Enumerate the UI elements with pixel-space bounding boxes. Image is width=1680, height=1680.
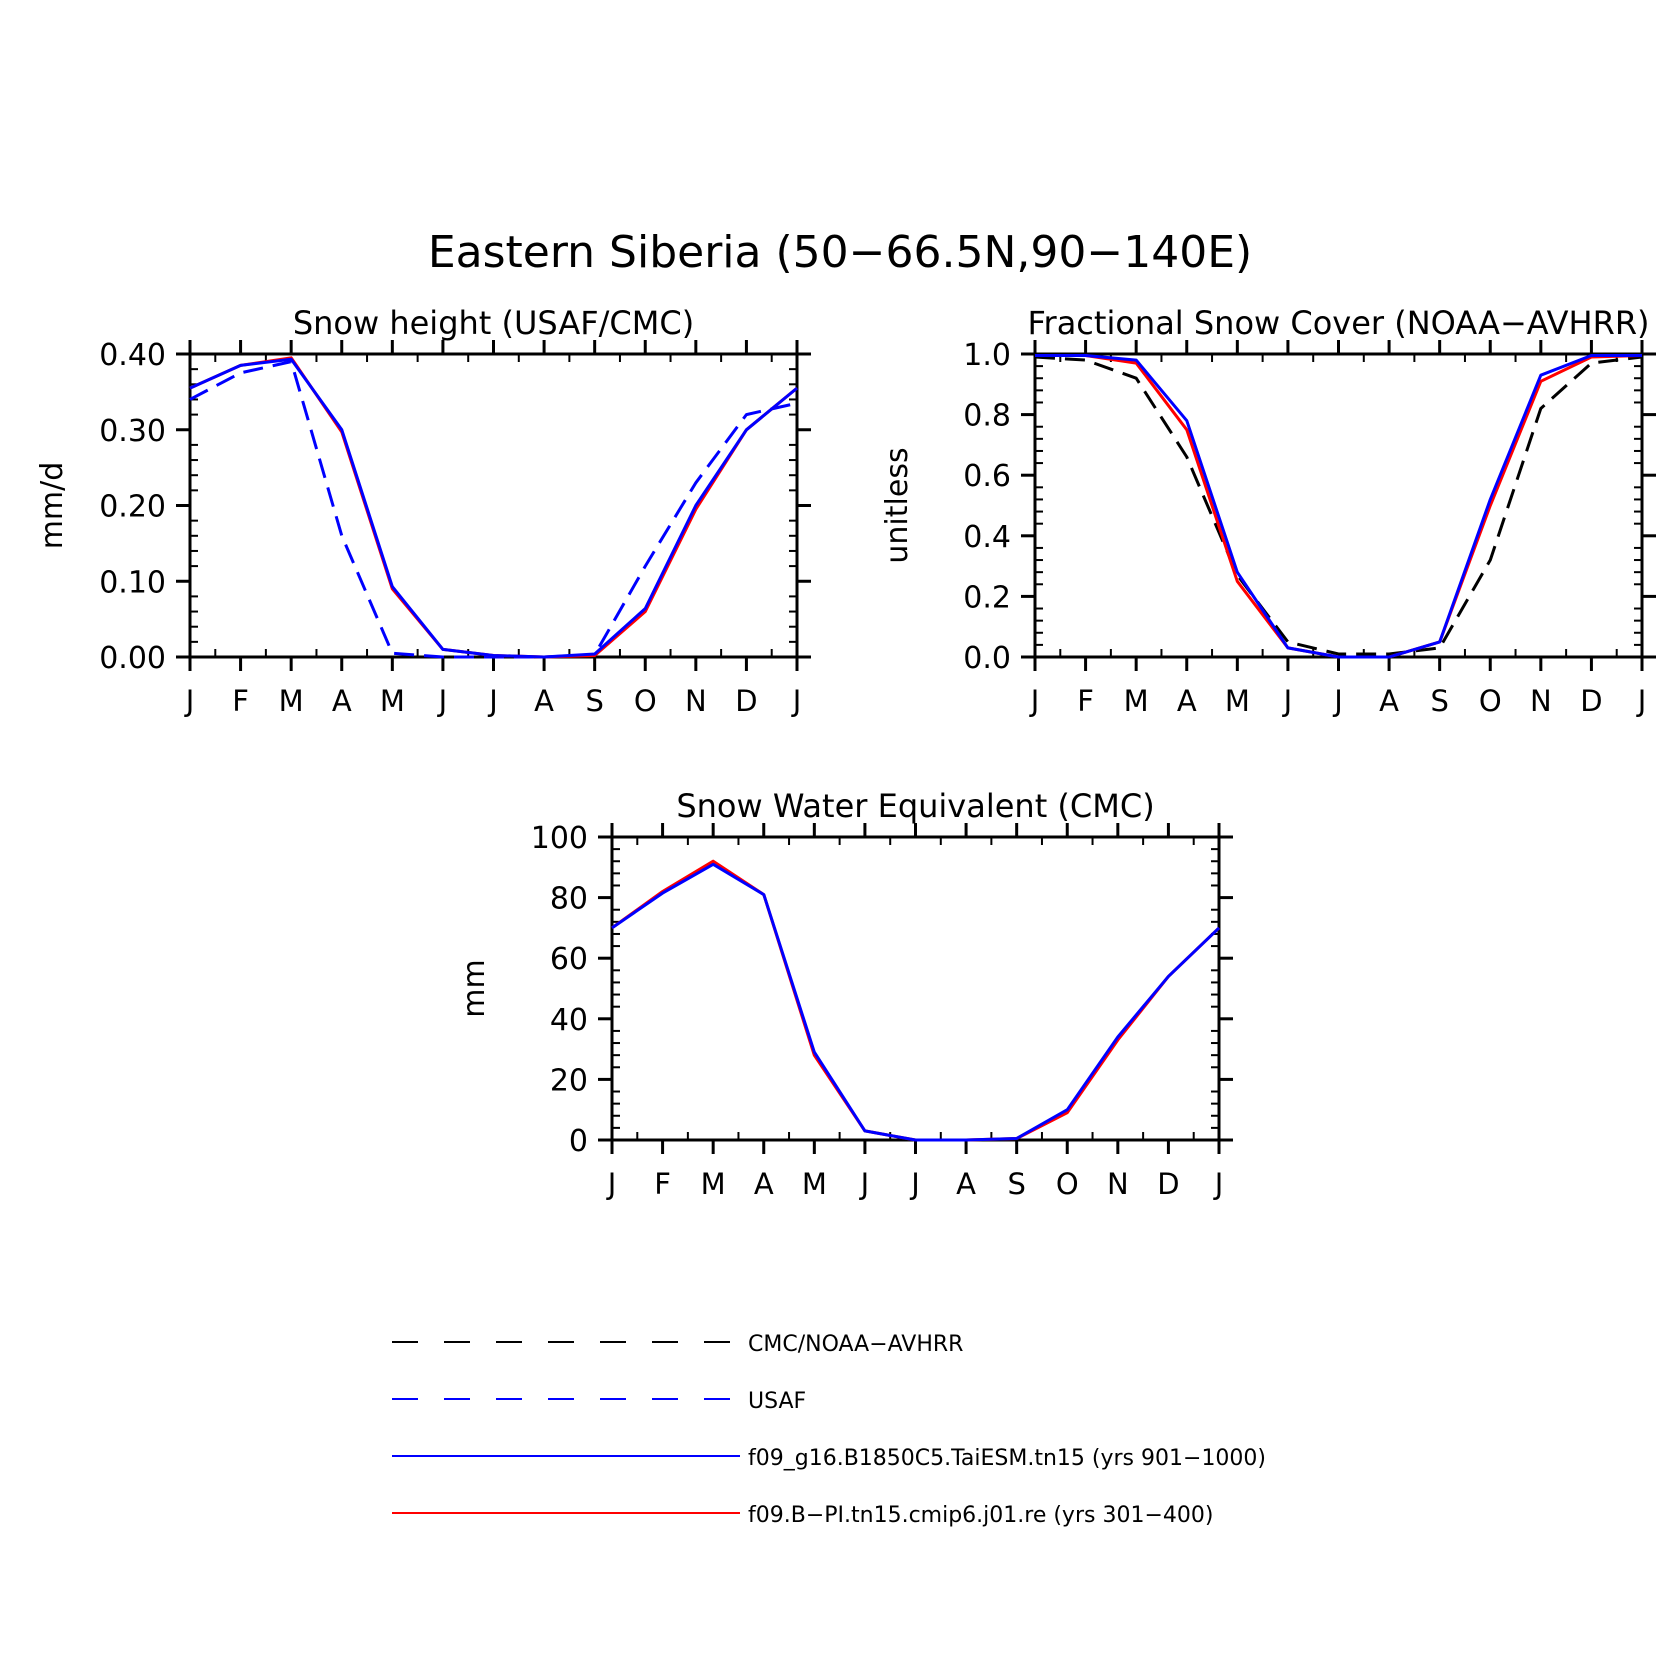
y-tick-label: 0.30 <box>99 414 166 449</box>
x-tick-label: J <box>791 684 802 718</box>
y-tick-label: 100 <box>531 821 588 856</box>
x-tick-label: N <box>1530 684 1552 718</box>
plot-frame <box>1033 352 1644 659</box>
plot-frame <box>610 835 1221 1142</box>
x-tick-label: J <box>184 684 195 718</box>
x-tick-label: J <box>1213 1167 1224 1201</box>
y-tick-label: 0.10 <box>99 565 166 600</box>
y-tick-label: 1.0 <box>963 338 1011 373</box>
y-axis-label: mm/d <box>35 462 70 550</box>
y-tick-label: 0 <box>569 1124 588 1159</box>
x-tick-label: J <box>487 684 498 718</box>
x-tick-label: J <box>859 1167 870 1201</box>
x-tick-label: O <box>1056 1167 1079 1201</box>
x-tick-label: N <box>1107 1167 1129 1201</box>
y-tick-label: 40 <box>550 1003 588 1038</box>
x-tick-label: M <box>802 1167 827 1201</box>
y-axis-label: unitless <box>880 447 915 563</box>
y-tick-label: 80 <box>550 882 588 917</box>
y-tick-label: 60 <box>550 942 588 977</box>
x-tick-label: M <box>1225 684 1250 718</box>
x-tick-label: A <box>956 1167 976 1201</box>
legend-label: f09_g16.B1850C5.TaiESM.tn15 (yrs 901−100… <box>748 1446 1266 1471</box>
legend-label: CMC/NOAA−AVHRR <box>748 1332 963 1357</box>
series-line <box>1035 354 1642 659</box>
y-axis-label: mm <box>457 959 492 1017</box>
x-tick-label: J <box>1636 684 1647 718</box>
x-tick-label: F <box>1077 684 1094 718</box>
x-tick-label: N <box>685 684 707 718</box>
x-tick-label: A <box>1379 684 1399 718</box>
x-tick-label: D <box>1157 1167 1179 1201</box>
series-line <box>1034 355 1643 656</box>
series-line <box>189 356 798 659</box>
panel-fractional-snow-cover: J F M A M J J A S O N D J0.00.20.40.60.81.0Fractiona… <box>880 304 1656 718</box>
x-tick-label: S <box>1430 684 1448 718</box>
x-tick-label: S <box>585 684 603 718</box>
panel-title: Fractional Snow Cover (NOAA−AVHRR) <box>1027 304 1649 342</box>
y-tick-label: 0.0 <box>963 641 1011 676</box>
x-tick-label: J <box>437 684 448 718</box>
panel-title: Snow height (USAF/CMC) <box>293 304 694 342</box>
y-tick-label: 0.8 <box>963 399 1011 434</box>
y-tick-label: 0.20 <box>99 490 166 525</box>
series-line <box>611 862 1221 1142</box>
panel-title: Snow Water Equivalent (CMC) <box>676 787 1154 825</box>
x-tick-label: D <box>1580 684 1602 718</box>
x-tick-label: M <box>1124 684 1149 718</box>
legend: CMC/NOAA−AVHRR USAF f09_g16.B1850C5.TaiESM… <box>392 1332 1266 1528</box>
x-tick-label: M <box>279 684 304 718</box>
series-line <box>1035 354 1643 659</box>
x-tick-label: A <box>1177 684 1197 718</box>
y-tick-label: 0.40 <box>99 338 166 373</box>
y-tick-label: 20 <box>550 1063 588 1098</box>
x-tick-label: O <box>634 684 657 718</box>
y-tick-label: 0.2 <box>963 580 1011 615</box>
x-tick-label: M <box>380 684 405 718</box>
legend-label: USAF <box>748 1389 806 1414</box>
x-tick-label: J <box>1282 684 1293 718</box>
y-tick-label: 0.00 <box>99 641 166 676</box>
x-tick-label: D <box>735 684 757 718</box>
x-tick-label: J <box>1332 684 1343 718</box>
x-tick-label: M <box>701 1167 726 1201</box>
plot-frame <box>188 352 799 659</box>
series-line <box>611 859 1221 1142</box>
x-tick-label: J <box>1029 684 1040 718</box>
x-tick-label: A <box>534 684 554 718</box>
x-tick-label: A <box>754 1167 774 1201</box>
y-tick-label: 0.6 <box>963 459 1011 494</box>
x-tick-label: F <box>232 684 249 718</box>
x-tick-label: F <box>654 1167 671 1201</box>
x-tick-label: S <box>1007 1167 1025 1201</box>
x-tick-label: J <box>909 1167 920 1201</box>
x-tick-label: J <box>606 1167 617 1201</box>
y-tick-label: 0.4 <box>963 520 1011 555</box>
legend-label: f09.B−PI.tn15.cmip6.j01.re (yrs 301−400) <box>748 1503 1213 1528</box>
x-tick-label: O <box>1479 684 1502 718</box>
series-line <box>189 357 798 659</box>
x-tick-label: A <box>332 684 352 718</box>
figure-title: Eastern Siberia (50−66.5N,90−140E) <box>428 227 1252 278</box>
series-line <box>189 360 798 659</box>
